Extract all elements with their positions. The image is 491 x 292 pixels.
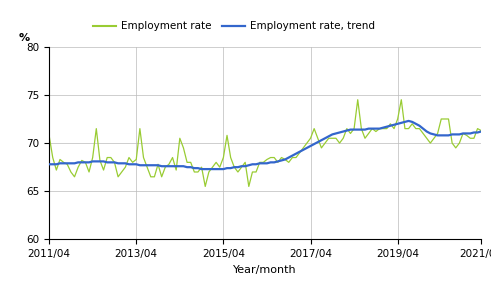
Text: %: % [19,33,30,43]
Legend: Employment rate, Employment rate, trend: Employment rate, Employment rate, trend [89,17,380,36]
X-axis label: Year/month: Year/month [233,265,297,275]
